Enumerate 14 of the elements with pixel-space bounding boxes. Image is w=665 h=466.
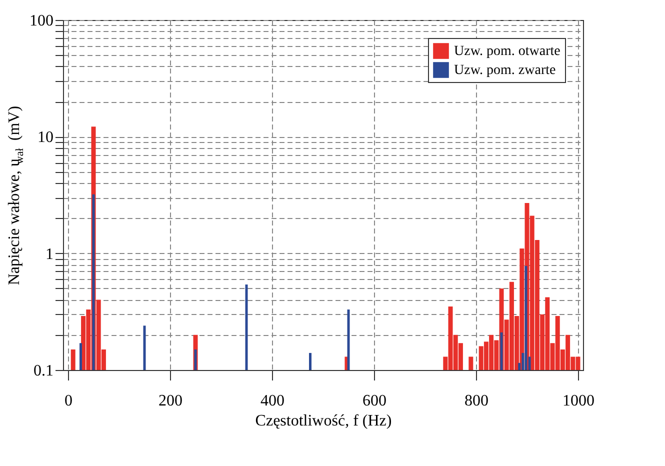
y-tick-label: 10 (38, 129, 54, 146)
x-axis-title: Częstotliwość, f (Hz) (255, 412, 392, 430)
x-tick-label: 200 (158, 392, 182, 410)
x-tick-label: 600 (362, 392, 386, 410)
y-tick-label: 100 (30, 12, 54, 30)
x-tick-label: 400 (260, 392, 284, 410)
legend-label: Uzw. pom. zwarte (454, 63, 556, 78)
y-axis-title: Napięcie wałowe, uwał (mV) (6, 106, 26, 286)
legend-label: Uzw. pom. otwarte (454, 44, 560, 59)
y-tick-label: 0.1 (34, 362, 54, 380)
x-tick-label: 0 (64, 392, 72, 410)
y-tick-label: 1 (46, 246, 54, 263)
x-tick-label: 1000 (562, 392, 594, 410)
x-tick-label: 800 (464, 392, 488, 410)
